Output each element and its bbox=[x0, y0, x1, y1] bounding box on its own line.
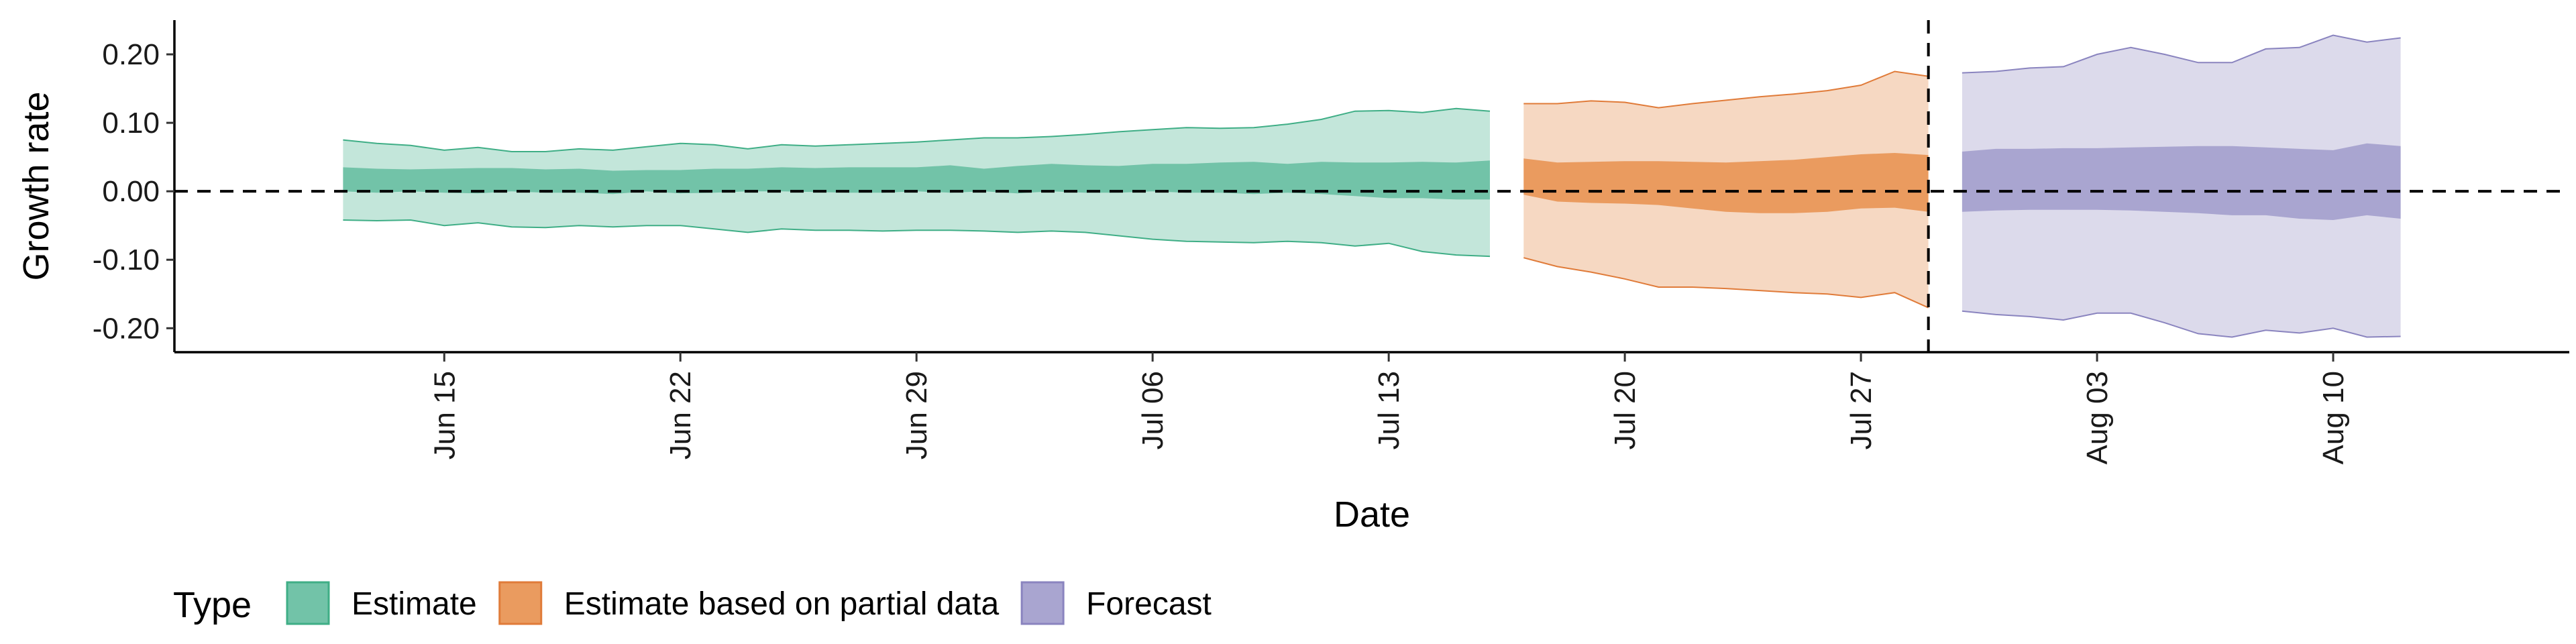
legend-label: Estimate based on partial data bbox=[564, 586, 1000, 622]
x-tick-label: Jul 13 bbox=[1373, 371, 1405, 449]
series-2 bbox=[1962, 34, 2401, 338]
x-tick-label: Jun 15 bbox=[428, 371, 461, 460]
x-tick-label: Jun 22 bbox=[664, 371, 697, 460]
series-1-upper-edge bbox=[1523, 70, 1929, 109]
x-axis-title: Date bbox=[1334, 494, 1410, 535]
series-0-lower-edge bbox=[343, 219, 1491, 258]
series-0 bbox=[343, 107, 1491, 258]
legend-swatch bbox=[1020, 581, 1065, 625]
axes: -0.20 -0.10 0.00 0.10 0.20 Jun 15 Jun 22 Jun 2… bbox=[93, 20, 2569, 464]
series-1-inner-band bbox=[1523, 153, 1929, 213]
x-tick-label: Jun 29 bbox=[900, 371, 933, 460]
series-2-upper-edge bbox=[1962, 34, 2401, 74]
legend-title: Type bbox=[173, 585, 252, 625]
x-tick-label: Aug 03 bbox=[2081, 371, 2114, 464]
legend-item-1: Estimate based on partial data bbox=[498, 581, 1000, 625]
x-tick-label: Jul 27 bbox=[1845, 371, 1878, 449]
legend-swatch bbox=[286, 581, 330, 625]
y-tick-label: 0.10 bbox=[102, 107, 160, 140]
legend: Type Estimate Estimate based on partial d… bbox=[173, 581, 1212, 625]
legend-items: Estimate Estimate based on partial data Fo… bbox=[286, 581, 1212, 625]
x-tick-label: Jul 06 bbox=[1136, 371, 1169, 449]
y-tick-label: 0.00 bbox=[102, 175, 160, 208]
x-tick-label: Jul 20 bbox=[1609, 371, 1642, 449]
legend-swatch bbox=[498, 581, 543, 625]
y-axis-title: Growth rate bbox=[16, 91, 56, 280]
series-0-inner-band bbox=[343, 160, 1490, 200]
legend-label: Forecast bbox=[1086, 586, 1212, 622]
series-0-upper-edge bbox=[343, 107, 1491, 152]
y-tick-label: 0.20 bbox=[102, 38, 160, 71]
series-2-inner-band bbox=[1962, 143, 2401, 220]
legend-item-0: Estimate bbox=[286, 581, 477, 625]
series-2-lower-edge bbox=[1962, 310, 2401, 338]
y-tick-label: -0.10 bbox=[93, 244, 160, 276]
y-tick-label: -0.20 bbox=[93, 312, 160, 345]
series-1 bbox=[1523, 70, 1929, 309]
x-tick-label: Aug 10 bbox=[2317, 371, 2350, 464]
series-1-lower-edge bbox=[1523, 257, 1929, 309]
legend-item-2: Forecast bbox=[1020, 581, 1212, 625]
y-ticks: -0.20 -0.10 0.00 0.10 0.20 bbox=[93, 38, 174, 345]
reference-lines bbox=[174, 20, 2569, 352]
band-layer bbox=[343, 34, 2401, 338]
x-ticks: Jun 15 Jun 22 Jun 29 Jul 06 Jul 13 Jul 20 Jul … bbox=[428, 352, 2350, 464]
legend-label: Estimate bbox=[352, 586, 477, 622]
